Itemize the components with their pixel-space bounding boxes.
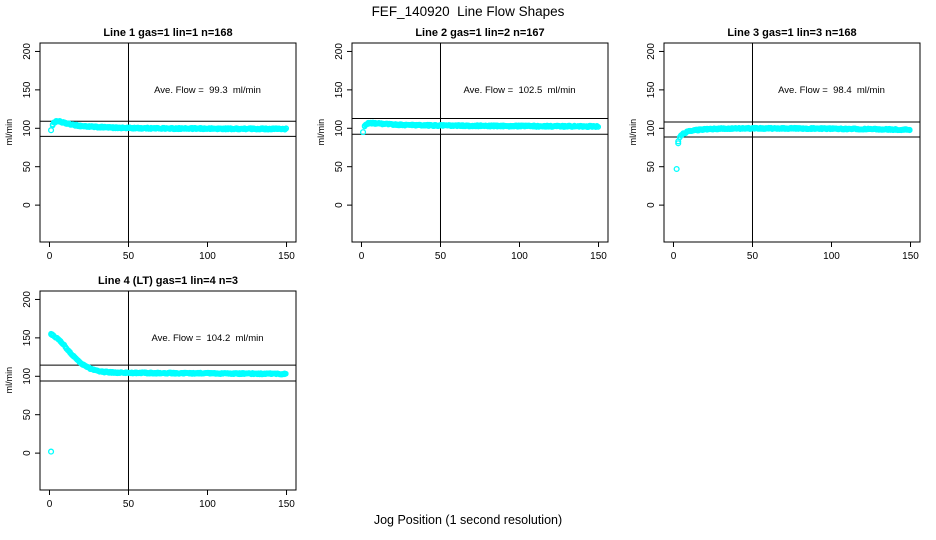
y-tick-label: 0 (22, 202, 33, 208)
y-axis-label: ml/min (628, 119, 638, 146)
y-axis-label: ml/min (4, 119, 14, 146)
y-tick-label: 150 (334, 81, 345, 98)
outlier-point (675, 140, 682, 147)
x-tick-label: 50 (435, 251, 447, 262)
y-tick-label: 100 (646, 120, 657, 137)
plot-box (39, 42, 297, 243)
x-tick-label: 150 (278, 499, 295, 510)
outlier-point (673, 165, 680, 173)
y-tick-label: 150 (22, 81, 33, 98)
x-tick-label: 0 (671, 251, 677, 262)
subplot-line-1: Line 1 gas=1 lin=1 n=168 0 50 100 150 0 50 100 1… (4, 27, 297, 262)
x-tick-label: 150 (590, 251, 607, 262)
x-tick-label: 50 (747, 251, 759, 262)
subplot-line-3: Line 3 gas=1 lin=3 n=168 0 50 100 150 0 50 100 1… (628, 27, 921, 262)
subplot-line-4: Line 4 (LT) gas=1 lin=4 n=3 0 50 100 150 0 50 1… (4, 275, 297, 510)
ave-flow-annotation: Ave. Flow = 104.2 ml/min (151, 333, 263, 344)
plot-box (663, 42, 921, 243)
y-tick-label: 0 (646, 202, 657, 208)
ave-flow-annotation: Ave. Flow = 99.3 ml/min (154, 85, 261, 96)
data-points (673, 124, 913, 173)
x-tick-label: 150 (278, 251, 295, 262)
data-points (48, 330, 289, 455)
x-axis-ticks: 0 50 100 150 (359, 242, 607, 262)
y-axis-ticks: 0 50 100 150 200 (22, 291, 40, 456)
y-axis-ticks: 0 50 100 150 200 (334, 43, 352, 208)
outlier-point (48, 448, 55, 455)
x-tick-label: 100 (199, 251, 216, 262)
x-axis-ticks: 0 50 100 150 (47, 490, 295, 510)
plot-box (39, 290, 297, 491)
x-axis-ticks: 0 50 100 150 (671, 242, 919, 262)
x-tick-label: 0 (47, 499, 53, 510)
subplot-line-2: Line 2 gas=1 lin=2 n=167 0 50 100 150 0 50 100 1… (316, 27, 609, 262)
y-tick-label: 200 (22, 291, 33, 308)
figure-title: FEF_140920 Line Flow Shapes (371, 4, 565, 19)
outlier-point (48, 127, 55, 134)
reference-lines (40, 291, 296, 490)
y-tick-label: 200 (22, 43, 33, 60)
reference-lines (40, 43, 296, 242)
plot-box (351, 42, 609, 243)
x-tick-label: 100 (199, 499, 216, 510)
y-axis-label: ml/min (4, 367, 14, 394)
y-tick-label: 50 (22, 161, 33, 173)
y-tick-label: 0 (22, 450, 33, 456)
x-tick-label: 0 (47, 251, 53, 262)
y-axis-label: ml/min (316, 119, 326, 146)
y-tick-label: 50 (22, 409, 33, 421)
y-tick-label: 100 (22, 120, 33, 137)
y-tick-label: 100 (22, 368, 33, 385)
reference-lines (352, 43, 608, 242)
y-tick-label: 100 (334, 120, 345, 137)
x-tick-label: 50 (123, 499, 135, 510)
data-points (360, 119, 601, 136)
x-axis-ticks: 0 50 100 150 (47, 242, 295, 262)
ave-flow-annotation: Ave. Flow = 98.4 ml/min (778, 85, 885, 96)
x-tick-label: 100 (511, 251, 528, 262)
subplot-title: Line 2 gas=1 lin=2 n=167 (415, 27, 544, 39)
x-axis-title: Jog Position (1 second resolution) (373, 513, 563, 527)
y-tick-label: 150 (646, 81, 657, 98)
subplot-title: Line 4 (LT) gas=1 lin=4 n=3 (98, 275, 238, 287)
x-tick-label: 100 (823, 251, 840, 262)
y-tick-label: 200 (646, 43, 657, 60)
ave-flow-annotation: Ave. Flow = 102.5 ml/min (463, 85, 575, 96)
y-axis-ticks: 0 50 100 150 200 (646, 43, 664, 208)
y-axis-ticks: 0 50 100 150 200 (22, 43, 40, 208)
subplot-title: Line 3 gas=1 lin=3 n=168 (727, 27, 856, 39)
y-tick-label: 0 (334, 202, 345, 208)
reference-lines (664, 43, 920, 242)
x-tick-label: 150 (902, 251, 919, 262)
outlier-point (360, 129, 367, 136)
y-tick-label: 50 (334, 161, 345, 173)
y-tick-label: 150 (22, 329, 33, 346)
subplot-title: Line 1 gas=1 lin=1 n=168 (103, 27, 232, 39)
y-tick-label: 200 (334, 43, 345, 60)
x-tick-label: 50 (123, 251, 135, 262)
y-tick-label: 50 (646, 161, 657, 173)
data-points (48, 117, 289, 134)
x-tick-label: 0 (359, 251, 365, 262)
